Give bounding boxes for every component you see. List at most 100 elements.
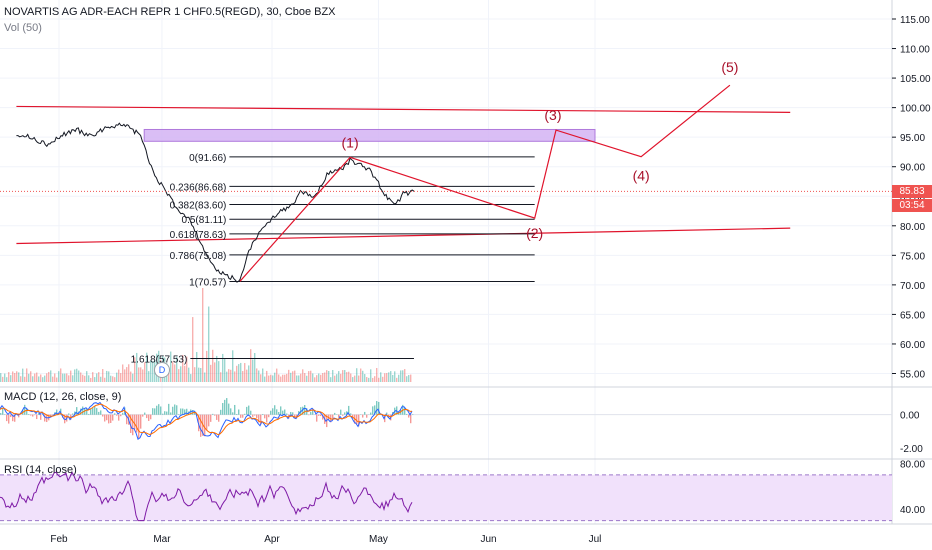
volume-bar — [196, 351, 198, 382]
volume-bar — [332, 370, 334, 382]
macd-histogram-bar — [112, 414, 114, 421]
symbol-title[interactable]: NOVARTIS AG ADR-EACH REPR 1 CHF0.5(REGD)… — [4, 6, 336, 18]
volume-bar — [226, 371, 228, 382]
volume-bar — [396, 377, 398, 382]
volume-bar — [262, 368, 264, 382]
volume-bar — [96, 373, 98, 382]
volume-bar — [130, 371, 132, 382]
volume-bar — [200, 368, 202, 382]
macd-histogram-bar — [144, 412, 146, 415]
macd-histogram-bar — [88, 413, 90, 415]
price-tick-label: 80.00 — [900, 222, 925, 233]
volume-bar — [102, 369, 104, 382]
fibonacci-retracement[interactable]: 0(91.66) 0.236(86.68) 0.382(83.60) 0.5(81.1… — [131, 153, 535, 366]
volume-bar — [334, 375, 336, 382]
volume-label[interactable]: Vol (50) — [4, 22, 42, 34]
volume-bar — [16, 371, 18, 382]
wave-label[interactable]: (4) — [633, 168, 650, 184]
volume-bar — [284, 374, 286, 382]
resistance-zone-box[interactable] — [143, 128, 596, 142]
volume-bar — [64, 373, 66, 382]
fib-level-label: 0.618(78.63) — [170, 230, 227, 241]
volume-bar — [272, 375, 274, 382]
wave-label[interactable]: (2) — [526, 225, 543, 241]
price-axis[interactable]: 0.00 -2.00 80.00 40.00 115.00 110.00 105.00 100… — [892, 15, 931, 516]
resistance-zone[interactable] — [143, 128, 596, 142]
macd-histogram-bar — [262, 413, 264, 415]
volume-bar — [52, 376, 54, 382]
trend-line[interactable] — [16, 227, 791, 245]
macd-histogram-bar — [322, 414, 324, 420]
fib-level-label: 0.786(75.08) — [170, 251, 227, 262]
price-tick-label: 110.00 — [900, 45, 930, 56]
macd-histogram-bar — [340, 409, 342, 415]
volume-bar — [250, 349, 252, 382]
macd-histogram-bar — [316, 414, 318, 422]
wave-label[interactable]: (5) — [721, 59, 738, 75]
volume-bar — [216, 355, 218, 382]
macd-histogram-bar — [298, 411, 300, 415]
trend-lines[interactable] — [16, 105, 791, 245]
price-tick-label: 115.00 — [900, 15, 930, 26]
macd-histogram-bar — [384, 414, 386, 423]
macd-histogram-bar — [292, 412, 294, 415]
wave-label[interactable]: (3) — [544, 107, 561, 123]
macd-histogram-bar — [250, 410, 252, 415]
volume-bar — [314, 377, 316, 382]
volume-bar — [150, 360, 152, 382]
macd-histogram-bar — [350, 413, 352, 415]
elliott-wave[interactable]: (1) (2) (3) (4) (5) — [239, 59, 738, 282]
volume-bar — [182, 354, 184, 382]
volume-bar — [206, 350, 208, 382]
macd-histogram-bar — [80, 408, 82, 415]
macd-histogram-bar — [228, 403, 230, 415]
volume-bar — [212, 349, 214, 382]
volume-bar — [268, 375, 270, 382]
rsi-pane — [0, 471, 892, 522]
macd-label[interactable]: MACD (12, 26, close, 9) — [4, 391, 122, 403]
macd-histogram-bar — [210, 414, 212, 422]
macd-histogram-bar — [182, 408, 184, 415]
volume-bar — [286, 373, 288, 382]
macd-histogram-bar — [160, 406, 162, 415]
trend-line[interactable] — [16, 105, 791, 113]
macd-histogram-bar — [26, 408, 28, 415]
volume-bar — [72, 375, 74, 382]
volume-bar — [42, 377, 44, 382]
volume-bar — [46, 373, 48, 382]
time-tick-label: Apr — [264, 534, 280, 545]
volume-bar — [240, 362, 242, 382]
volume-bar — [254, 352, 256, 382]
price-tick-label: 60.00 — [900, 340, 925, 351]
macd-histogram-bar — [90, 408, 92, 415]
macd-histogram-bar — [140, 414, 142, 429]
volume-bar — [228, 369, 230, 382]
volume-bar — [362, 370, 364, 382]
volume-bar — [78, 370, 80, 382]
volume-bar — [348, 371, 350, 382]
macd-histogram-bar — [18, 414, 20, 418]
macd-histogram-bar — [166, 411, 168, 415]
volume-bar — [28, 373, 30, 382]
rsi-label[interactable]: RSI (14, close) — [4, 464, 77, 476]
dividend-marker[interactable]: D — [154, 362, 170, 378]
macd-histogram-bar — [294, 414, 296, 418]
wave-label[interactable]: (1) — [342, 134, 359, 150]
rsi-band — [0, 474, 892, 521]
volume-bar — [302, 369, 304, 382]
price-tick-label: 65.00 — [900, 310, 925, 321]
macd-histogram-bar — [142, 414, 144, 417]
volume-bar — [210, 364, 212, 382]
time-axis[interactable]: Feb Mar Apr May Jun Jul — [50, 534, 601, 545]
volume-bar — [298, 375, 300, 382]
volume-bar — [292, 371, 294, 382]
elliott-wave-path[interactable] — [239, 84, 731, 282]
volume-bar — [186, 356, 188, 382]
volume-bar — [10, 375, 12, 382]
volume-bar — [382, 376, 384, 382]
macd-histogram-bar — [342, 414, 344, 416]
volume-bar — [134, 357, 136, 382]
macd-tick-label: -2.00 — [900, 444, 923, 455]
volume-bar — [346, 372, 348, 382]
macd-histogram-bar — [86, 408, 88, 415]
